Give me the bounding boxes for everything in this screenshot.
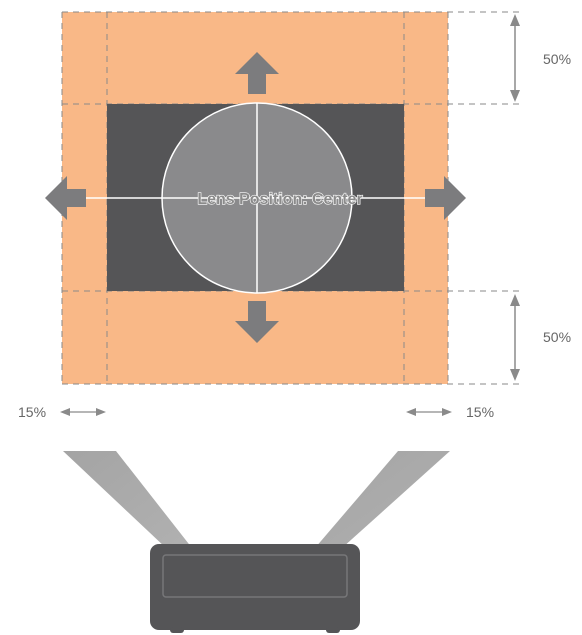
dimension-up-arrow [510,14,520,102]
projection-beam-right [315,451,450,548]
dimension-down-arrow [510,294,520,381]
shift-left-arrow [45,176,86,220]
shift-down-arrow [235,301,279,343]
center-crosshair [78,103,432,293]
shift-right-percent: 15% [466,404,494,420]
dimension-left-arrow [60,408,106,416]
shift-left-percent: 15% [18,404,46,420]
shift-up-arrow [235,52,279,94]
projection-beam-left [63,451,192,548]
shift-range-dashed-lines [61,11,520,385]
shift-up-percent: 50% [543,51,571,67]
shift-arrows [45,52,466,343]
dimension-right-arrow [406,408,452,416]
shift-right-arrow [425,176,466,220]
shift-down-percent: 50% [543,329,571,345]
projector-icon [150,544,360,633]
lens-position-label: Lens Position: Center [197,191,362,208]
